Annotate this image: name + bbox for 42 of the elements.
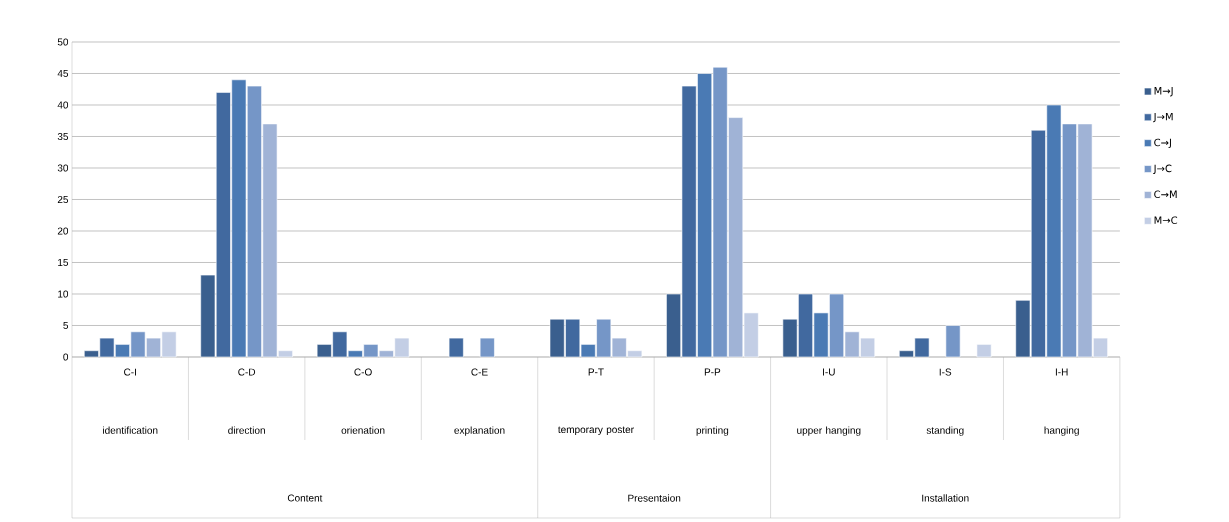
text: Content xyxy=(287,494,323,502)
y-tick-label: 40 xyxy=(57,101,69,109)
legend-label: C→M xyxy=(1154,190,1177,199)
y-tick-label: 0 xyxy=(63,353,69,361)
x-tick-label: P-T xyxy=(588,368,604,376)
y-tick-label: 5 xyxy=(63,322,69,329)
text: Installation xyxy=(922,494,969,502)
text: temporary poster xyxy=(558,426,634,436)
legend-label: J→C xyxy=(1153,164,1172,174)
text: orienation xyxy=(341,426,385,434)
text: Presentaion xyxy=(628,494,681,502)
y-tick-label: 25 xyxy=(57,195,69,204)
y-tick-label: 20 xyxy=(57,227,69,235)
bar xyxy=(976,344,992,358)
y-tick-label: 10 xyxy=(58,290,69,298)
text: standing xyxy=(926,426,964,436)
x-tick-label: C-I xyxy=(124,368,136,376)
x-tick-label: C-E xyxy=(471,368,488,376)
text: hanging xyxy=(1044,426,1079,436)
x-tick-label: C-O xyxy=(354,368,372,376)
y-tick-label: 50 xyxy=(57,38,69,46)
legend-label: J→M xyxy=(1153,112,1173,123)
x-tick-label: C-D xyxy=(238,368,256,376)
text: direction xyxy=(228,426,265,434)
y-tick-label: 35 xyxy=(57,132,69,141)
x-tick-label: I-H xyxy=(1055,368,1068,376)
bar xyxy=(945,325,961,358)
x-tick-label: I-U xyxy=(823,368,835,376)
text: explanation xyxy=(454,426,505,436)
y-tick-label: 15 xyxy=(58,259,69,266)
y-tick-label: 30 xyxy=(57,164,69,172)
text: upper hanging xyxy=(797,426,861,436)
legend-label: C→J xyxy=(1154,138,1171,149)
x-tick-label: I-S xyxy=(939,368,952,376)
text: printing xyxy=(696,426,729,436)
y-tick-label: 45 xyxy=(57,70,69,77)
legend-label: M→C xyxy=(1154,216,1178,224)
bar xyxy=(479,337,495,358)
legend-label: M→J xyxy=(1154,87,1173,97)
bar xyxy=(448,337,464,358)
x-tick-label: P-P xyxy=(704,368,721,376)
text: identification xyxy=(103,426,158,434)
